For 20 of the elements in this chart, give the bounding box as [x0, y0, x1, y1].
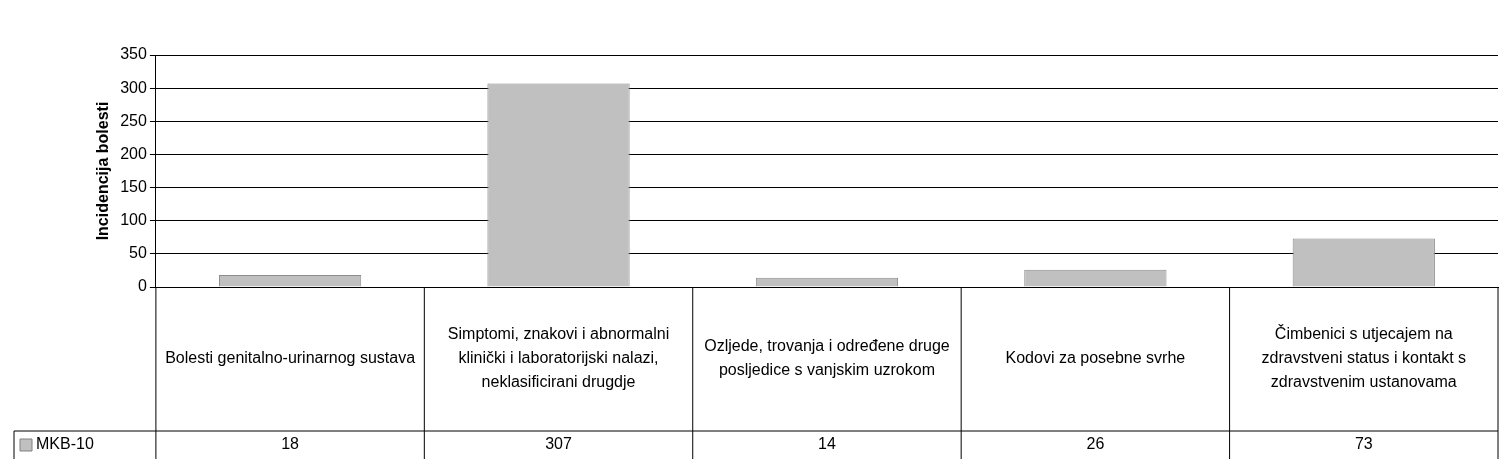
y-tick-label: 150 — [120, 177, 147, 195]
legend-label: MKB-10 — [36, 435, 94, 453]
y-tick-label: 0 — [137, 277, 147, 295]
y-tick-label: 100 — [120, 211, 147, 229]
y-tick-label: 50 — [129, 244, 147, 262]
y-tick-label: 250 — [120, 111, 147, 129]
data-label: 14 — [818, 435, 836, 453]
x-tick-label: Bolesti genitalno-urinarnog sustava — [165, 349, 416, 367]
y-tick-label: 200 — [120, 144, 147, 162]
y-tick-label: 300 — [120, 78, 147, 96]
data-label: 26 — [1086, 435, 1105, 453]
x-tick-label: Kodovi za posebne svrhe — [1005, 349, 1186, 367]
data-label: 18 — [281, 435, 300, 453]
x-tick-label: Ozljede, trovanja i određene druge posljedice s vanjskim uzrokom — [704, 337, 950, 379]
data-label: 307 — [545, 435, 572, 453]
y-tick-label: 350 — [120, 45, 147, 63]
data-label: 73 — [1354, 435, 1373, 453]
x-tick-label: Simptomi, znakovi i abnormalni klinički i laboratorijski nalazi, neklasificirani drugdje — [447, 325, 670, 391]
x-tick-label: Čimbenici s utjecajem na zdravstveni status i kontakt s zdravstvenim ustanovama — [1261, 324, 1467, 391]
y-axis-title: Incidencija bolesti — [94, 101, 112, 241]
